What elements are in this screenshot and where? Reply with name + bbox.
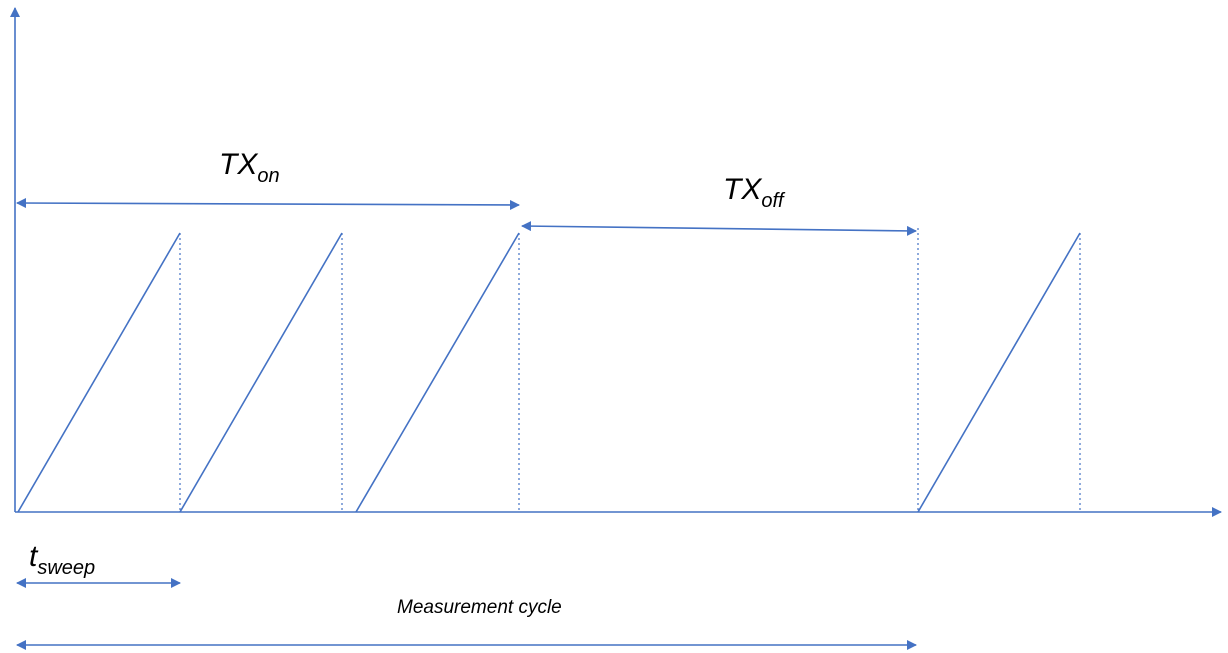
t-sweep-label-main: t [29,540,38,573]
tx-on-label: TXon [219,148,280,188]
t-sweep-label: tsweep [29,540,95,580]
sweep-ramp-4 [917,232,1081,513]
tx-off-span-arrow [521,221,917,236]
sweep-ramp-1 [17,232,181,513]
tx-off-label-main: TX [723,173,762,206]
tx-on-label-sub: on [257,165,280,187]
measurement-cycle-label: Measurement cycle [397,597,562,618]
tx-off-label: TXoff [723,173,784,213]
t-sweep-label-sub: sweep [37,557,96,579]
tx-off-label-sub: off [761,190,784,212]
tx-on-label-main: TX [219,148,258,181]
sweep-ramp-2 [179,232,343,513]
tx-on-span-arrow [16,198,520,210]
sweep-ramp-3 [355,232,520,513]
